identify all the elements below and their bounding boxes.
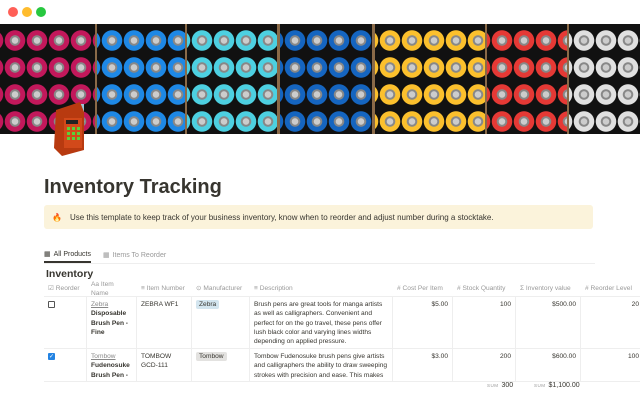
description: Brush pens are great tools for manga art… [254,301,383,346]
minimize-window-button[interactable] [22,7,32,17]
column-header[interactable]: # Cost Per Item [393,284,453,293]
table-icon: ▦ [44,251,51,258]
reorder-level: 20 [631,301,639,308]
table-cell: 100 [453,297,516,348]
stock-quantity: 200 [499,353,511,360]
column-label: Manufacturer [203,285,243,293]
table-cell: Tombow Fudenosuke brush pens give artist… [250,349,393,381]
table-title: Inventory [46,268,94,280]
column-type-icon: ☑ [48,285,54,293]
stock-quantity: 100 [499,301,511,308]
sum-value: $1,100.00 [548,382,580,389]
cost-per-item: $3.00 [431,353,448,360]
spray-can-shelf [187,24,277,134]
stock-sum: SUM 300 [487,382,513,389]
reorder-level: 100 [627,353,639,360]
column-label: Reorder Level [590,285,632,293]
close-window-button[interactable] [8,7,18,17]
column-header[interactable]: ☑ Reorder [44,284,87,293]
spray-can-shelf [487,24,567,134]
table-cell [44,297,87,348]
table-cell: Zebra [192,297,250,348]
sum-label: SUM [487,383,499,388]
description: Tombow Fudenosuke brush pens give artist… [254,353,388,379]
maximize-window-button[interactable] [36,7,46,17]
table-cell: $500.00 [516,297,581,348]
window-titlebar [0,0,640,24]
item-name[interactable]: Disposable Brush Pen - Fine [91,310,129,336]
brand-link[interactable]: Tombow [91,353,116,360]
column-type-icon: # [397,285,401,293]
table-icon: ▦ [102,252,110,259]
spray-can-shelf [375,24,485,134]
manufacturer-tag: Tombow [196,352,227,361]
column-type-icon: Σ [520,285,525,293]
spray-can-shelf [280,24,372,134]
table-cell: 100 [581,349,640,381]
tab-all-products[interactable]: ▦ All Products [44,247,91,263]
fire-icon: 🔥 [52,212,62,222]
column-header[interactable]: ⊙ Manufacturer [192,284,250,293]
spray-can-shelf [569,24,640,134]
table-cell: Tombow [192,349,250,381]
column-header[interactable]: # Reorder Level [581,284,640,293]
sum-label: SUM [534,383,546,388]
table-cell: 200 [453,349,516,381]
manufacturer-tag: Zebra [196,300,220,309]
item-name[interactable]: Fudenosuke Brush Pen - Hard - [91,362,130,381]
reorder-checkbox[interactable] [48,301,55,308]
callout: 🔥 Use this template to keep track of you… [44,205,593,229]
column-label: Description [259,285,293,293]
table-cell: 20 [581,297,640,348]
table-cell: $600.00 [516,349,581,381]
item-number: ZEBRA WF1 [141,301,179,308]
column-label: Item Name [91,280,114,297]
table-cell: Brush pens are great tools for manga art… [250,297,393,348]
cost-per-item: $5.00 [431,301,448,308]
column-label: Reorder [55,285,80,293]
inventory-value: $600.00 [552,353,576,360]
column-header[interactable]: # Stock Quantity [453,284,516,293]
callout-text: Use this template to keep track of your … [69,212,494,222]
column-header[interactable]: Σ Inventory value [516,284,581,293]
column-label: Item Number [146,285,185,293]
view-tabs: ▦ All Products ▦ Items To Reorder [44,247,595,264]
cover-image [0,24,640,134]
column-header[interactable]: ≡ Item Number [137,284,192,293]
column-type-icon: ⊙ [196,285,202,293]
table-cell: TOMBOW GCD-111 [137,349,192,381]
column-header[interactable]: Aa Item Name [87,280,137,299]
table-cell: $5.00 [393,297,453,348]
table-cell: $3.00 [393,349,453,381]
table-row[interactable]: Zebra Disposable Brush Pen - Fine ZEBRA W… [44,297,640,349]
item-number: TOMBOW GCD-111 [141,353,172,370]
tab-label: Items To Reorder [112,251,167,259]
reorder-checkbox[interactable]: ✓ [48,353,55,360]
column-type-icon: Aa [91,280,100,288]
column-type-icon: # [457,285,461,293]
column-label: Stock Quantity [462,285,506,293]
cash-register-icon [54,102,84,156]
table-cell: Zebra Disposable Brush Pen - Fine [87,297,137,348]
column-header[interactable]: ≡ Description [250,284,393,293]
inventory-table: ☑ Reorder Aa Item Name ≡ Item Number ⊙ Manu… [44,280,640,382]
sum-value: 300 [501,382,514,389]
table-cell: ZEBRA WF1 [137,297,192,348]
table-cell: Tombow Fudenosuke Brush Pen - Hard - [87,349,137,381]
column-type-icon: ≡ [254,285,258,293]
column-type-icon: ≡ [141,285,145,293]
inventory-value: $500.00 [552,301,576,308]
column-type-icon: # [585,285,589,293]
spray-can-shelf [97,24,185,134]
brand-link[interactable]: Zebra [91,301,109,308]
column-label: Cost Per Item [402,285,443,293]
column-label: Inventory value [525,285,571,293]
page-title: Inventory Tracking [44,176,222,198]
table-cell: ✓ [44,349,87,381]
tab-items-to-reorder[interactable]: ▦ Items To Reorder [103,247,166,263]
value-sum: SUM $1,100.00 [534,382,580,389]
table-row[interactable]: ✓Tombow Fudenosuke Brush Pen - Hard -TOM… [44,349,640,382]
table-header: ☑ Reorder Aa Item Name ≡ Item Number ⊙ Manu… [44,280,640,299]
tab-label: All Products [53,250,91,258]
